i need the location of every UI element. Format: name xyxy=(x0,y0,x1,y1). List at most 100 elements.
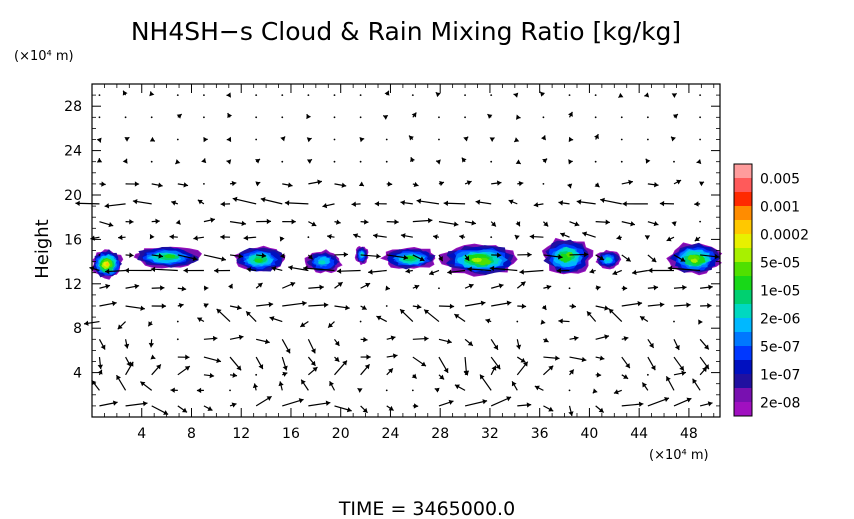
wind-vector-dot xyxy=(359,116,362,119)
wind-vector-head xyxy=(280,136,286,142)
wind-vector xyxy=(333,116,336,119)
cloud-8-level-6 xyxy=(605,257,611,261)
wind-vector xyxy=(282,182,293,188)
wind-vector xyxy=(284,200,309,206)
cloud-1 xyxy=(133,246,203,269)
wind-vector xyxy=(124,267,152,274)
wind-vector xyxy=(485,318,492,324)
wind-vector xyxy=(255,356,264,370)
wind-vector-head xyxy=(284,200,290,206)
x-tick-label: 12 xyxy=(232,426,250,442)
wind-vector-head xyxy=(487,114,493,119)
wind-vector xyxy=(447,269,466,275)
wind-vector-head xyxy=(185,354,190,360)
wind-vector-dot xyxy=(98,116,101,119)
wind-vector xyxy=(148,339,155,348)
wind-vector xyxy=(282,281,296,289)
wind-vector xyxy=(400,233,413,239)
wind-vector xyxy=(673,160,675,163)
wind-vector xyxy=(229,402,237,408)
wind-vector-head xyxy=(75,200,80,207)
wind-vector xyxy=(694,236,701,242)
wind-vector-head xyxy=(543,221,549,227)
wind-vector-head xyxy=(171,200,177,206)
wind-vector-head xyxy=(118,234,123,241)
colorbar-swatch xyxy=(734,360,752,375)
wind-vector-head xyxy=(526,402,532,408)
wind-vector xyxy=(201,158,207,164)
wind-vector-head xyxy=(268,301,274,308)
wind-vector xyxy=(517,303,527,309)
wind-vector-head xyxy=(679,365,684,371)
wind-vector-head xyxy=(696,158,702,165)
wind-vector-head xyxy=(649,342,654,348)
wind-vector-head xyxy=(329,381,334,387)
wind-vector xyxy=(411,389,414,392)
wind-vector-dot xyxy=(673,160,675,163)
wind-vector xyxy=(438,181,445,187)
wind-vector xyxy=(229,304,242,311)
wind-vector-head xyxy=(264,338,270,345)
wind-vector-head xyxy=(323,302,329,308)
wind-vector xyxy=(124,136,130,142)
wind-vector-head xyxy=(101,181,106,187)
wind-vector-head xyxy=(148,342,155,348)
wind-vector xyxy=(203,303,209,309)
wind-vector xyxy=(232,196,257,205)
wind-vector xyxy=(280,253,286,259)
wind-vector-head xyxy=(482,399,488,405)
x-tick-label: 16 xyxy=(282,426,300,442)
colorbar-frame xyxy=(733,163,753,417)
wind-vector-head xyxy=(605,219,610,225)
wind-vector-dot xyxy=(203,183,205,185)
wind-vector xyxy=(334,360,348,376)
wind-vector-head xyxy=(419,256,425,262)
wind-vector-head xyxy=(637,300,643,307)
wind-vector-head xyxy=(541,135,546,141)
wind-vector-head xyxy=(197,317,203,323)
wind-vector-head xyxy=(416,198,422,204)
wind-vector xyxy=(595,372,602,378)
wind-vector-shaft xyxy=(303,267,335,272)
wind-vector-head xyxy=(122,90,128,96)
wind-vector-head xyxy=(521,303,527,309)
wind-vector xyxy=(360,354,371,360)
colorbar: 0.005 0.001 0.0002 5e-05 1e-05 2e-06 5e-07 1e-0… xyxy=(733,163,809,417)
wind-vector xyxy=(151,303,167,309)
wind-vector xyxy=(359,116,362,119)
wind-vector xyxy=(543,405,554,412)
wind-vector-head xyxy=(327,234,332,240)
wind-vector xyxy=(97,356,103,370)
wind-vector-head xyxy=(594,134,599,140)
wind-vector xyxy=(360,253,381,259)
wind-vector xyxy=(226,92,231,98)
wind-vector-head xyxy=(376,253,381,259)
wind-vector-head xyxy=(608,308,614,314)
wind-vector xyxy=(464,220,477,226)
wind-vector-head xyxy=(301,379,306,385)
wind-vector xyxy=(282,300,307,307)
wind-vector-head xyxy=(523,361,528,367)
wind-vector-dot xyxy=(490,160,493,163)
wind-vector xyxy=(334,356,340,363)
wind-vector-head xyxy=(176,114,182,119)
cloud-8 xyxy=(595,249,622,270)
wind-vector xyxy=(306,158,313,164)
wind-vector xyxy=(673,254,686,262)
wind-vector xyxy=(203,183,205,185)
wind-vector xyxy=(75,200,100,207)
wind-vector-head xyxy=(285,348,291,354)
wind-vector xyxy=(515,221,521,227)
wind-vector-head xyxy=(280,253,285,259)
wind-vector xyxy=(351,201,361,207)
wind-vector-head xyxy=(238,253,243,259)
wind-vector xyxy=(620,160,623,163)
wind-vector-head xyxy=(686,397,692,403)
wind-vector xyxy=(543,254,563,260)
cloud-9 xyxy=(666,242,723,276)
wind-vector xyxy=(699,356,710,370)
wind-vector-head xyxy=(287,182,293,188)
wind-vector-head xyxy=(394,219,399,225)
wind-vector xyxy=(646,138,649,141)
wind-vector xyxy=(177,182,189,188)
